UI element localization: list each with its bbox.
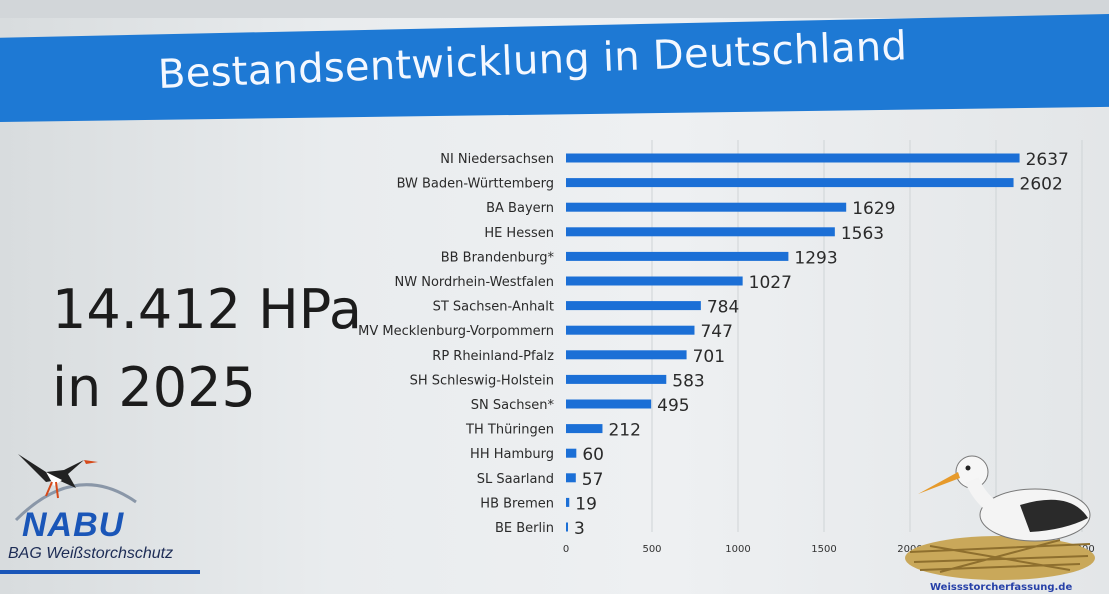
nabu-logo xyxy=(14,454,137,522)
value-label: 19 xyxy=(575,494,597,514)
stork-icon xyxy=(918,455,1091,542)
value-label: 3 xyxy=(574,519,585,539)
value-label: 701 xyxy=(693,347,725,367)
value-label: 583 xyxy=(672,371,704,391)
value-label: 784 xyxy=(707,298,739,318)
bar xyxy=(566,276,743,286)
logo-subtitle: BAG Weißstorchschutz xyxy=(8,545,174,562)
category-label: TH Thüringen xyxy=(465,423,554,438)
nest-icon xyxy=(905,536,1095,580)
website-link[interactable]: Weissstorcherfassung.de xyxy=(930,582,1073,593)
category-label: SN Sachsen* xyxy=(471,398,555,413)
x-tick-label: 500 xyxy=(642,544,661,555)
x-tick-label: 2000 xyxy=(897,544,922,555)
value-label: 2602 xyxy=(1020,175,1063,195)
value-label: 2637 xyxy=(1026,150,1069,170)
bar xyxy=(566,424,603,434)
category-label: NI Niedersachsen xyxy=(440,152,554,167)
bar xyxy=(566,497,570,507)
category-label: BB Brandenburg* xyxy=(441,250,555,265)
value-label: 1563 xyxy=(841,224,884,244)
stork-nest-illustration xyxy=(905,455,1095,580)
category-label: BW Baden-Württemberg xyxy=(397,177,554,192)
bar xyxy=(566,473,576,483)
total-pairs-year: in 2025 xyxy=(52,356,256,419)
stork-icon xyxy=(18,454,98,499)
category-label: NW Nordrhein-Westfalen xyxy=(395,275,554,290)
bar xyxy=(566,399,652,409)
logo-underline xyxy=(0,570,200,574)
category-label: SL Saarland xyxy=(477,472,554,487)
category-label: ST Sachsen-Anhalt xyxy=(433,300,554,315)
x-tick-label: 0 xyxy=(563,544,569,555)
x-tick-label: 1500 xyxy=(811,544,836,555)
bar xyxy=(566,374,667,384)
category-label: MV Mecklenburg-Vorpommern xyxy=(358,324,554,339)
value-label: 1293 xyxy=(794,248,837,268)
bar xyxy=(566,202,847,212)
top-strip xyxy=(0,0,1109,18)
bar xyxy=(566,227,835,237)
total-pairs-value: 14.412 HPa xyxy=(52,278,362,341)
category-label: BE Berlin xyxy=(495,521,554,536)
category-label: SH Schleswig-Holstein xyxy=(410,373,554,388)
category-label: HH Hamburg xyxy=(470,447,554,462)
value-label: 57 xyxy=(582,470,604,490)
category-label: RP Rheinland-Pfalz xyxy=(432,349,554,364)
value-label: 747 xyxy=(700,322,732,342)
x-tick-label: 1000 xyxy=(725,544,750,555)
category-label: HE Hessen xyxy=(484,226,554,241)
bar xyxy=(566,350,687,360)
value-label: 495 xyxy=(657,396,689,416)
logo-arc xyxy=(14,483,137,522)
value-label: 1629 xyxy=(852,199,895,219)
bar xyxy=(566,251,789,261)
bar xyxy=(566,301,701,311)
bar xyxy=(566,522,568,532)
category-label: BA Bayern xyxy=(486,201,554,216)
bar xyxy=(566,153,1020,163)
value-label: 60 xyxy=(582,445,604,465)
logo-title: NABU xyxy=(22,506,125,544)
value-label: 212 xyxy=(608,421,640,441)
bar xyxy=(566,325,695,335)
bar xyxy=(566,178,1014,188)
value-label: 1027 xyxy=(749,273,792,293)
category-label: HB Bremen xyxy=(480,496,554,511)
bar xyxy=(566,448,577,458)
